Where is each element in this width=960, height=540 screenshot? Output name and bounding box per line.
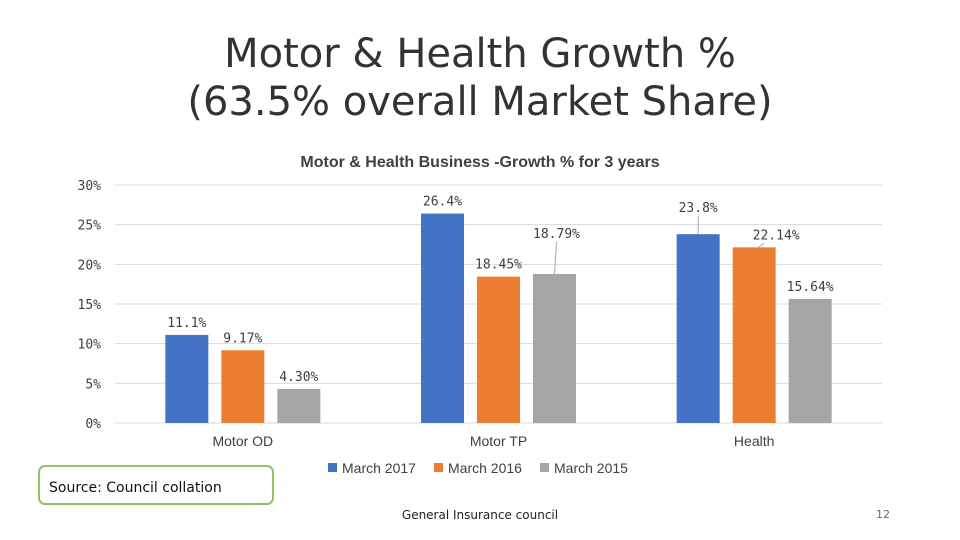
- slide-title: Motor & Health Growth % (63.5% overall M…: [0, 30, 960, 126]
- y-tick-label: 20%: [78, 258, 102, 273]
- data-label: 11.1%: [167, 316, 206, 331]
- y-tick-label: 30%: [78, 179, 102, 194]
- data-label: 15.64%: [787, 280, 834, 295]
- data-label: 23.8%: [679, 201, 718, 216]
- bar: [165, 334, 209, 423]
- data-labels: 11.1% 9.17% 4.30% 26.4% 18.45% 18.79% 23.8% 22.…: [167, 195, 834, 385]
- y-tick-label: 25%: [78, 219, 102, 234]
- legend-label: March 2015: [554, 460, 628, 476]
- data-label: 9.17%: [223, 331, 262, 346]
- source-text: Source: Council collation: [49, 480, 222, 496]
- chart-title: Motor & Health Business -Growth % for 3 …: [300, 154, 659, 171]
- y-tick-label: 5%: [85, 377, 101, 392]
- label-leader-lines: [554, 216, 765, 274]
- slide-title-line-2: (63.5% overall Market Share): [187, 79, 773, 125]
- legend-swatch: [328, 463, 337, 472]
- slide-title-line-1: Motor & Health Growth %: [224, 31, 736, 77]
- legend: March 2017 March 2016 March 2015: [328, 460, 628, 476]
- bar: [533, 273, 576, 423]
- label-leader: [757, 242, 765, 248]
- legend-swatch: [540, 463, 549, 472]
- category-label: Health: [734, 433, 774, 449]
- data-label: 26.4%: [423, 195, 462, 210]
- bar: [221, 350, 265, 423]
- y-tick-label: 10%: [78, 338, 102, 353]
- footer-text: General Insurance council: [401, 508, 559, 522]
- data-label: 18.79%: [533, 227, 580, 242]
- bar: [676, 234, 720, 423]
- bar: [788, 298, 832, 423]
- label-leader: [554, 241, 557, 274]
- bar: [277, 388, 321, 423]
- bar: [421, 213, 464, 423]
- bars: [165, 213, 832, 423]
- y-tick-label: 0%: [85, 417, 101, 432]
- legend-label: March 2017: [342, 460, 416, 476]
- bar: [732, 247, 776, 423]
- category-label: Motor OD: [212, 433, 273, 449]
- data-label: 18.45%: [475, 258, 522, 273]
- x-axis-categories: Motor OD Motor TP Health: [212, 433, 774, 449]
- legend-swatch: [434, 463, 443, 472]
- y-tick-label: 15%: [78, 298, 102, 313]
- bar: [477, 276, 520, 423]
- data-label: 22.14%: [753, 228, 800, 243]
- y-axis-ticks: 0% 5% 10% 15% 20% 25% 30%: [78, 179, 102, 432]
- source-note: Source: Council collation: [38, 465, 274, 505]
- data-label: 4.30%: [279, 370, 318, 385]
- category-label: Motor TP: [470, 433, 527, 449]
- slide-number: 12: [876, 508, 890, 521]
- legend-label: March 2016: [448, 460, 522, 476]
